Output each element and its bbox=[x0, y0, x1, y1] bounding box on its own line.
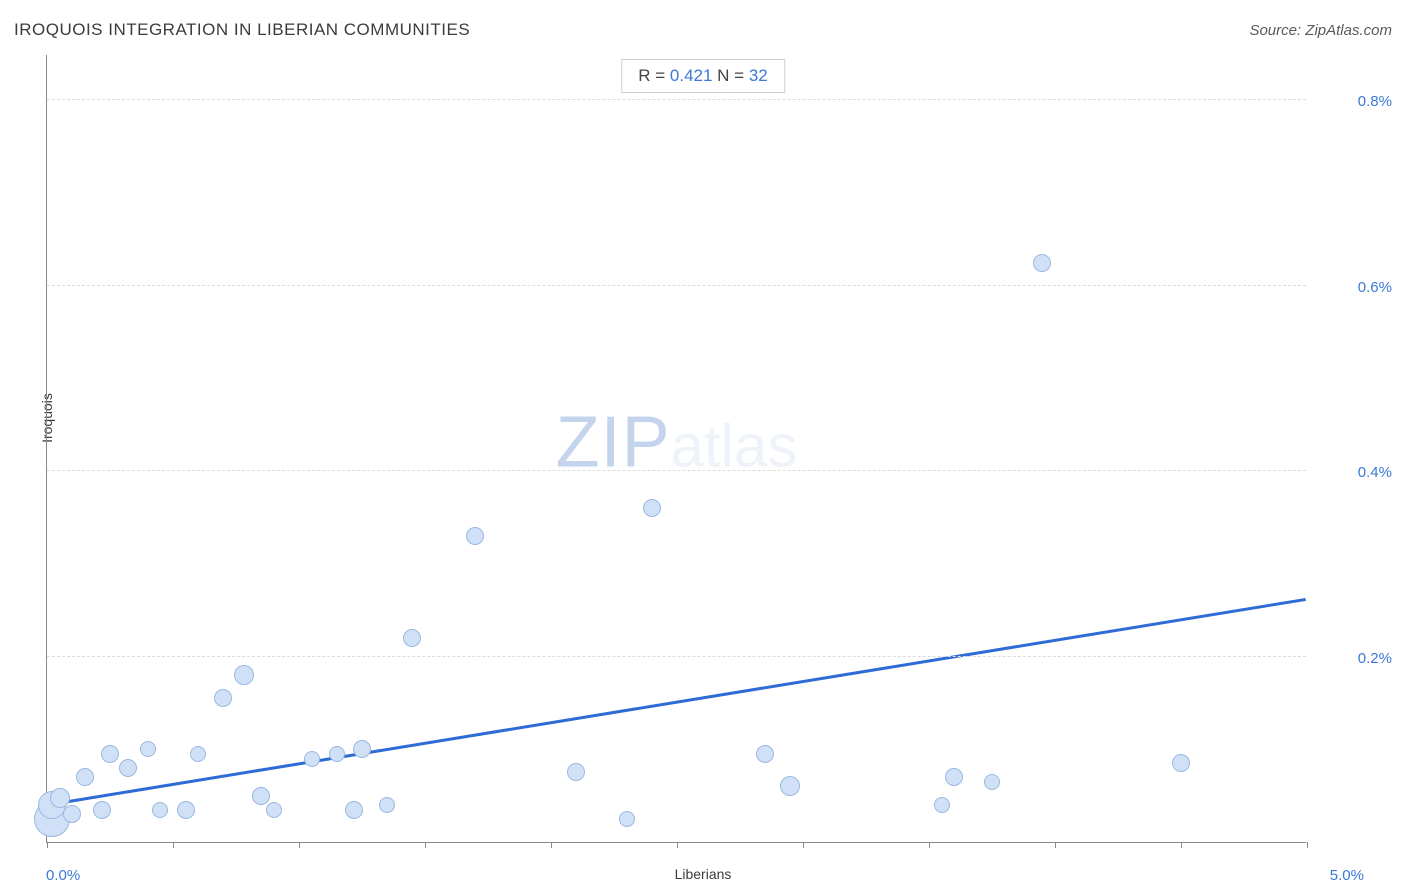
data-point bbox=[780, 776, 800, 796]
x-tick bbox=[425, 842, 426, 848]
gridline bbox=[47, 99, 1306, 100]
data-point bbox=[214, 689, 232, 707]
n-value: 32 bbox=[749, 66, 768, 85]
data-point bbox=[329, 746, 345, 762]
data-point bbox=[1033, 254, 1051, 272]
data-point bbox=[619, 811, 635, 827]
x-tick bbox=[1181, 842, 1182, 848]
data-point bbox=[643, 499, 661, 517]
data-point bbox=[50, 788, 70, 808]
y-tick-label: 0.2% bbox=[1358, 650, 1392, 667]
data-point bbox=[379, 797, 395, 813]
data-point bbox=[353, 740, 371, 758]
gridline bbox=[47, 470, 1306, 471]
data-point bbox=[567, 763, 585, 781]
data-point bbox=[119, 759, 137, 777]
watermark-atlas: atlas bbox=[671, 412, 798, 479]
x-tick bbox=[173, 842, 174, 848]
data-point bbox=[304, 751, 320, 767]
n-label: N = bbox=[712, 66, 748, 85]
x-tick bbox=[929, 842, 930, 848]
data-point bbox=[76, 768, 94, 786]
data-point bbox=[1172, 754, 1190, 772]
header: IROQUOIS INTEGRATION IN LIBERIAN COMMUNI… bbox=[14, 20, 1392, 40]
x-tick bbox=[299, 842, 300, 848]
x-tick bbox=[1307, 842, 1308, 848]
scatter-plot: ZIPatlas bbox=[46, 55, 1306, 843]
x-max-label: 5.0% bbox=[1330, 867, 1364, 884]
x-min-label: 0.0% bbox=[46, 867, 80, 884]
stats-box: R = 0.421 N = 32 bbox=[621, 59, 785, 93]
data-point bbox=[984, 774, 1000, 790]
gridline bbox=[47, 285, 1306, 286]
data-point bbox=[345, 801, 363, 819]
y-tick-label: 0.4% bbox=[1358, 464, 1392, 481]
source-label: Source: ZipAtlas.com bbox=[1249, 22, 1392, 39]
data-point bbox=[63, 805, 81, 823]
r-value: 0.421 bbox=[670, 66, 713, 85]
data-point bbox=[190, 746, 206, 762]
data-point bbox=[756, 745, 774, 763]
data-point bbox=[177, 801, 195, 819]
data-point bbox=[152, 802, 168, 818]
x-tick bbox=[803, 842, 804, 848]
r-label: R = bbox=[638, 66, 670, 85]
y-tick-label: 0.6% bbox=[1358, 279, 1392, 296]
data-point bbox=[266, 802, 282, 818]
data-point bbox=[93, 801, 111, 819]
x-tick bbox=[1055, 842, 1056, 848]
regression-line bbox=[47, 599, 1305, 805]
data-point bbox=[945, 768, 963, 786]
data-point bbox=[101, 745, 119, 763]
x-axis-label: Liberians bbox=[675, 866, 732, 882]
data-point bbox=[934, 797, 950, 813]
data-point bbox=[252, 787, 270, 805]
y-tick-label: 0.8% bbox=[1358, 93, 1392, 110]
chart-title: IROQUOIS INTEGRATION IN LIBERIAN COMMUNI… bbox=[14, 20, 470, 40]
data-point bbox=[234, 665, 254, 685]
trend-line bbox=[47, 55, 1306, 842]
data-point bbox=[403, 629, 421, 647]
x-tick bbox=[551, 842, 552, 848]
gridline bbox=[47, 656, 1306, 657]
x-tick bbox=[47, 842, 48, 848]
x-tick bbox=[677, 842, 678, 848]
data-point bbox=[140, 741, 156, 757]
data-point bbox=[466, 527, 484, 545]
